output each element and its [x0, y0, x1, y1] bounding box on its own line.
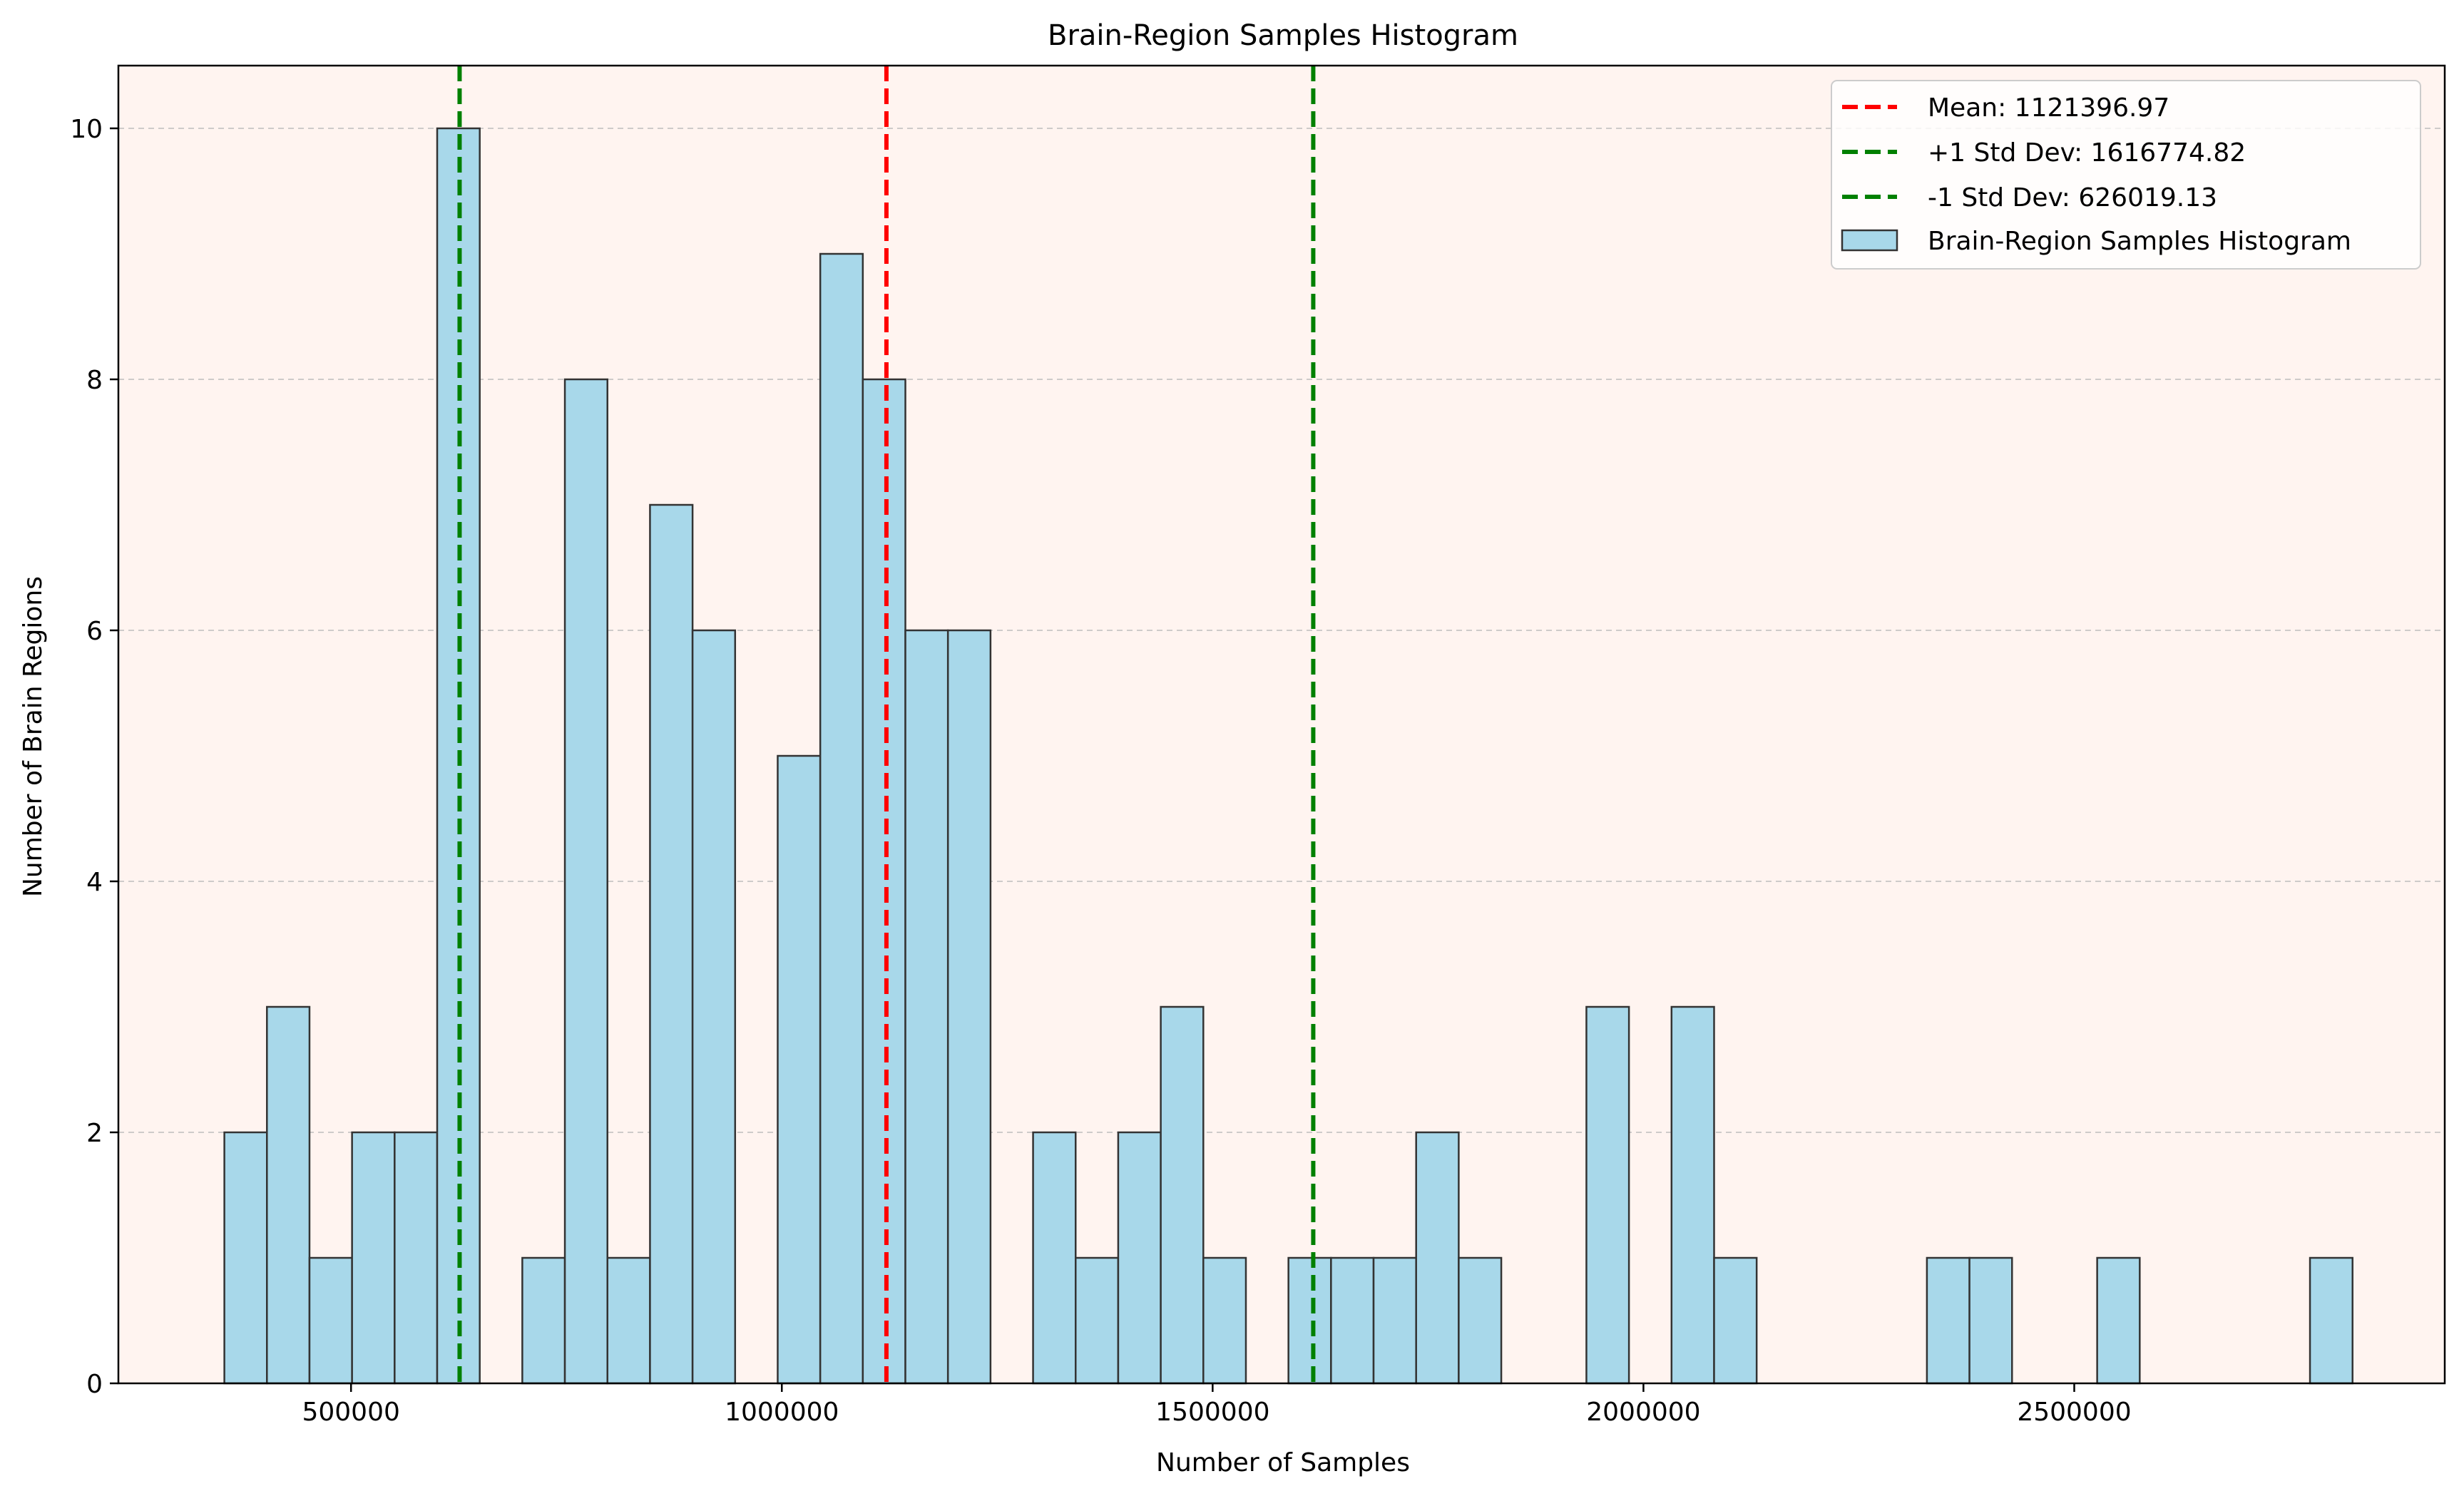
- histogram-bar: [521, 1256, 566, 1385]
- histogram-bar: [1372, 1256, 1417, 1385]
- histogram-bar: [862, 378, 906, 1385]
- histogram-bar: [1330, 1256, 1375, 1385]
- histogram-bar: [1287, 1256, 1332, 1385]
- histogram-bar: [394, 1131, 439, 1385]
- legend-mean-label: Mean: 1121396.97: [1928, 93, 2169, 123]
- histogram-bar: [308, 1256, 353, 1385]
- y-tick-label: 2: [86, 1119, 103, 1148]
- histogram-bar: [777, 754, 822, 1385]
- legend-histogram-label: Brain-Region Samples Histogram: [1928, 227, 2351, 256]
- histogram-bar: [1032, 1131, 1077, 1385]
- reference-lines: [457, 66, 1316, 1383]
- histogram-bar: [1670, 1005, 1715, 1385]
- histogram-bar: [606, 1256, 651, 1385]
- histogram-bar: [1458, 1256, 1503, 1385]
- histogram-bar: [563, 378, 608, 1385]
- plot-frame: [117, 64, 2446, 1385]
- histogram-bar: [1160, 1005, 1205, 1385]
- legend-plus-std-label: +1 Std Dev: 1616774.82: [1928, 138, 2246, 168]
- histogram-bar: [1202, 1256, 1247, 1385]
- legend-histogram-swatch: [1841, 229, 1898, 252]
- y-tick-label: 10: [70, 115, 103, 144]
- histogram-bar: [223, 1131, 268, 1385]
- histogram-bar: [649, 503, 694, 1385]
- histogram-bar: [1968, 1256, 2013, 1385]
- x-axis-label: Number of Samples: [1156, 1448, 1410, 1477]
- legend-minus-std-label: -1 Std Dev: 626019.13: [1928, 183, 2217, 212]
- y-tick-label: 6: [86, 617, 103, 646]
- histogram-bar: [266, 1005, 311, 1385]
- histogram-bar: [691, 629, 737, 1385]
- plot-area-background: [118, 66, 2445, 1383]
- legend-box: [1831, 80, 2421, 270]
- histogram-bar: [1926, 1256, 1970, 1385]
- x-tick-label: 2500000: [2017, 1398, 2131, 1427]
- chart-title: Brain-Region Samples Histogram: [1048, 19, 1518, 52]
- x-tick-label: 1500000: [1155, 1398, 1269, 1427]
- y-axis-ticks: 0 2 4 6 8 10: [70, 115, 118, 1399]
- histogram-bar: [946, 629, 992, 1385]
- histogram-bar: [819, 252, 864, 1385]
- x-tick-label: 500000: [302, 1398, 399, 1427]
- histogram-bar: [904, 629, 949, 1385]
- histogram-bar: [1585, 1005, 1630, 1385]
- histogram-bar: [1415, 1131, 1460, 1385]
- histogram-bar: [2096, 1256, 2141, 1385]
- histogram-bars: [223, 127, 2353, 1385]
- histogram-bar: [351, 1131, 396, 1385]
- histogram-bar: [1117, 1131, 1162, 1385]
- histogram-bar: [2309, 1256, 2353, 1385]
- y-axis-label: Number of Brain Regions: [19, 576, 48, 897]
- y-tick-label: 4: [86, 868, 103, 897]
- x-tick-label: 2000000: [1586, 1398, 1700, 1427]
- histogram-bar: [1075, 1256, 1120, 1385]
- x-tick-label: 1000000: [725, 1398, 839, 1427]
- y-tick-label: 8: [86, 366, 103, 395]
- legend: Mean: 1121396.97 +1 Std Dev: 1616774.82 …: [1831, 80, 2421, 270]
- x-axis-ticks: 500000 1000000 1500000 2000000 2500000: [302, 1383, 2132, 1427]
- y-tick-label: 0: [86, 1370, 103, 1399]
- histogram-bar: [1713, 1256, 1758, 1385]
